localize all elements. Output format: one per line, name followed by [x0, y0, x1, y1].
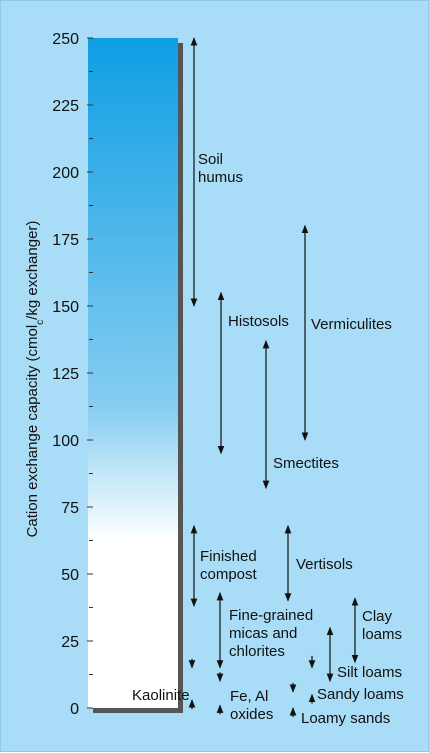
y-tick-label: 50	[61, 567, 79, 584]
y-axis-ticks: 0 25 50 75 100 125 150 175 200 225 250	[52, 31, 93, 718]
range-label: Clay loams	[362, 608, 402, 643]
range-clay-loams: Clay loams	[351, 597, 402, 664]
range-label: Fine-grained micas and chlorites	[229, 607, 313, 660]
range-kaolinite: Kaolinite	[132, 658, 196, 709]
range-label: Soil humus	[198, 151, 243, 186]
range-label: Silt loams	[337, 664, 402, 681]
range-label: Vermiculites	[311, 316, 392, 333]
range-finished-compost: Finished compost	[190, 524, 258, 607]
range-label: Smectites	[273, 455, 339, 472]
range-sandy-loams: Sandy loams	[308, 655, 404, 704]
range-label: Fe, Al oxides	[230, 688, 273, 723]
y-tick-label: 225	[52, 98, 79, 115]
cec-gradient-bar	[88, 38, 178, 708]
range-fine-grained-micas-and-chlorites: Fine-grained micas and chlorites	[216, 591, 313, 669]
range-label: Histosols	[228, 313, 289, 330]
range-smectites: Smectites	[262, 339, 339, 490]
range-silt-loams: Silt loams	[326, 626, 402, 683]
y-tick-label: 200	[52, 165, 79, 182]
range-histosols: Histosols	[217, 291, 289, 455]
range-label: Kaolinite	[132, 687, 190, 704]
range-fe-al-oxides: Fe, Al oxides	[216, 672, 273, 723]
y-tick-label: 250	[52, 31, 79, 48]
y-axis-label: Cation exchange capacity (cmolc/kg excha…	[24, 221, 46, 538]
range-label: Sandy loams	[317, 686, 404, 703]
range-vermiculites: Vermiculites	[301, 224, 392, 441]
y-tick-label: 125	[52, 366, 79, 383]
range-vertisols: Vertisols	[284, 524, 353, 602]
range-label: Finished compost	[200, 548, 258, 583]
range-loamy-sands: Loamy sands	[289, 682, 390, 727]
range-arrows: Soil humus Histosols Vermiculites Smectites F…	[132, 37, 404, 727]
y-tick-label: 175	[52, 232, 79, 249]
y-tick-label: 0	[70, 701, 79, 718]
range-label: Vertisols	[296, 556, 353, 573]
y-tick-label: 75	[61, 500, 79, 517]
y-tick-label: 100	[52, 433, 79, 450]
range-label: Loamy sands	[301, 710, 390, 727]
y-tick-label: 25	[61, 634, 79, 651]
range-soil-humus: Soil humus	[190, 37, 243, 307]
y-tick-label: 150	[52, 299, 79, 316]
